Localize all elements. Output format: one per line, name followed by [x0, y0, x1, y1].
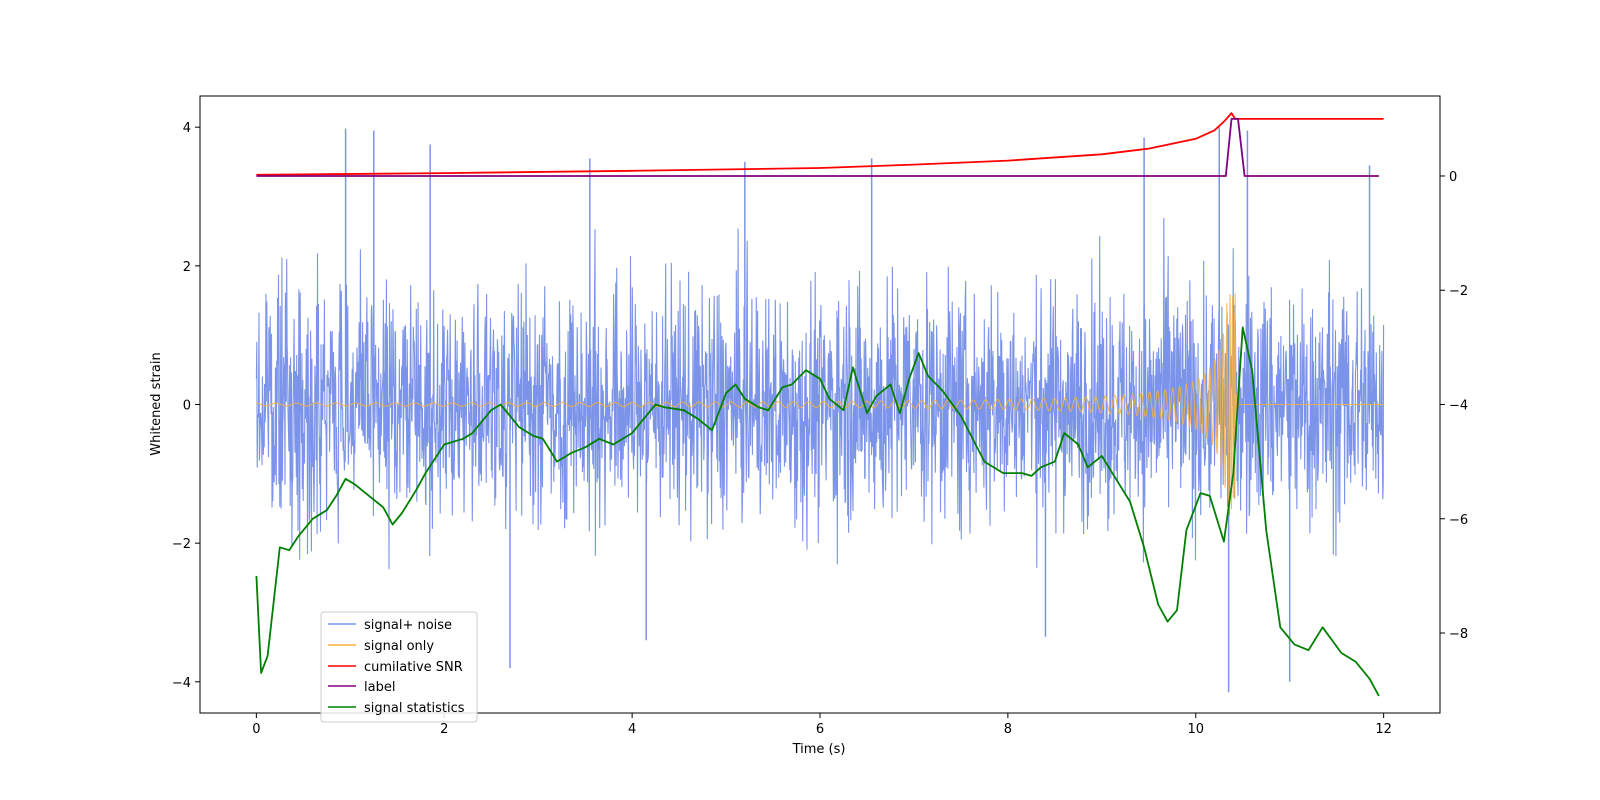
y-tick-label: −2 — [172, 537, 191, 552]
series-cumulative-snr-line — [256, 112, 1384, 176]
y-right-tick-label: 0 — [1449, 170, 1457, 185]
y-right-tick-label: −6 — [1449, 513, 1468, 528]
y-tick-label: 0 — [183, 399, 191, 414]
y-tick-label: 4 — [183, 121, 191, 136]
plot-area — [255, 112, 1385, 697]
x-tick-label: 6 — [816, 722, 824, 737]
y-right-tick-label: −2 — [1449, 284, 1468, 299]
x-tick-label: 8 — [1004, 722, 1012, 737]
series-signal-only-line — [256, 293, 1384, 515]
y-right-tick-label: −8 — [1449, 627, 1468, 642]
x-tick-label: 12 — [1375, 722, 1392, 737]
legend-label-signal-only: signal only — [364, 639, 434, 654]
axis-ticks: 0 2 4 6 8 10 12 −4 −2 0 2 4 −8 −6 −4 −2 0 — [172, 121, 1468, 737]
y-tick-label: 2 — [183, 260, 191, 275]
legend-label-signal-statistics: signal statistics — [364, 701, 465, 716]
y-right-tick-label: −4 — [1449, 399, 1468, 414]
x-tick-label: 4 — [628, 722, 636, 737]
legend-label-signal-noise: signal+ noise — [364, 618, 452, 633]
y-tick-label: −4 — [172, 676, 191, 691]
x-tick-label: 10 — [1187, 722, 1204, 737]
legend-frame — [320, 611, 478, 723]
x-tick-label: 2 — [440, 722, 448, 737]
x-axis-label: Time (s) — [792, 742, 846, 757]
series-signal-statistics-line — [255, 326, 1380, 697]
x-tick-label: 0 — [252, 722, 260, 737]
y-axis-label: Whitened strain — [149, 352, 164, 455]
legend-label-cumulative-snr: cumilative SNR — [364, 660, 463, 675]
series-label-line — [256, 118, 1379, 177]
legend-label-label: label — [364, 680, 395, 695]
legend: signal+ noise signal only cumilative SNR… — [320, 611, 478, 723]
